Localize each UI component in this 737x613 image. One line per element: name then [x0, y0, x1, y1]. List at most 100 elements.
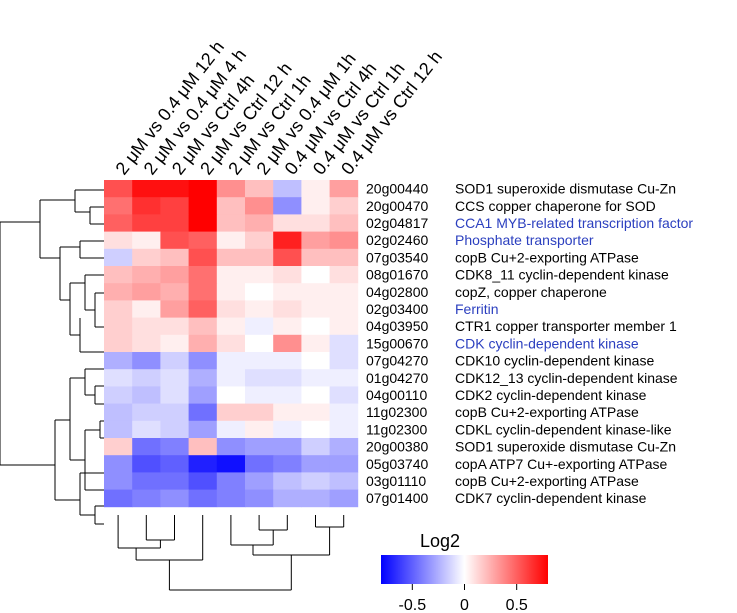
row-description-label: CDK8_11 cyclin-dependent kinase — [455, 267, 669, 283]
heatmap-cell — [216, 455, 246, 473]
heatmap-cell — [273, 266, 302, 284]
heatmap-cell — [188, 317, 218, 336]
heatmap-cell — [188, 248, 218, 267]
legend-ticks: -0.5 0 0.5 — [399, 584, 528, 613]
legend-tick-label: 0 — [460, 597, 469, 613]
heatmap-cell — [188, 455, 218, 473]
heatmap-cell — [329, 472, 359, 490]
heatmap-cell — [160, 248, 189, 267]
row-description-label: CTR1 copper transporter member 1 — [455, 318, 677, 334]
heatmap-cell — [216, 438, 246, 456]
heatmap-cell — [329, 300, 359, 318]
heatmap-cell — [132, 489, 161, 508]
heatmap-cell — [160, 231, 189, 250]
heatmap-cell — [160, 420, 189, 439]
row-description-label: Phosphate transporter — [455, 232, 594, 248]
heatmap-cell — [301, 266, 330, 284]
heatmap-cell — [216, 420, 246, 439]
row-id-label: 07g04270 — [366, 353, 429, 369]
row-id-label: 01g04270 — [366, 370, 429, 386]
heatmap-cell — [188, 386, 218, 404]
heatmap-cell — [301, 455, 330, 473]
heatmap-cell — [104, 455, 133, 473]
heatmap-cell — [329, 197, 359, 215]
heatmap-cell — [216, 369, 246, 387]
heatmap-cell — [301, 214, 330, 232]
heatmap-cell — [216, 334, 246, 353]
heatmap-cell — [104, 214, 133, 232]
heatmap-cell — [132, 386, 161, 404]
heatmap-cell — [245, 334, 274, 353]
heatmap-cell — [104, 420, 133, 439]
heatmap-cell — [245, 180, 274, 198]
heatmap-cell — [301, 352, 330, 370]
heatmap-cell — [216, 266, 246, 284]
heatmap-cell — [216, 300, 246, 318]
row-description-label: copB Cu+2-exporting ATPase — [455, 249, 639, 265]
heatmap-cell — [160, 472, 189, 490]
row-id-label: 02g03400 — [366, 301, 429, 317]
row-id-label: 02g02460 — [366, 232, 429, 248]
heatmap-cell — [132, 369, 161, 387]
row-id-label: 03g01110 — [366, 473, 426, 489]
heatmap-cell — [245, 386, 274, 404]
heatmap-cell — [329, 455, 359, 473]
row-description-label: CDKL cyclin-dependent kinase-like — [455, 421, 672, 437]
heatmap-cell — [301, 231, 330, 250]
heatmap-cell — [301, 180, 330, 198]
row-description-label: Ferritin — [455, 301, 499, 317]
heatmap-cell — [245, 489, 274, 508]
heatmap-cell — [132, 403, 161, 422]
heatmap-cell — [301, 403, 330, 422]
heatmap-cell — [329, 438, 359, 456]
heatmap-cell — [188, 283, 218, 301]
heatmap-cell — [104, 472, 133, 490]
heatmap-cell — [273, 334, 302, 353]
heatmap-cell — [329, 334, 359, 353]
heatmap-cell — [216, 472, 246, 490]
row-description-label: CDK2 cyclin-dependent kinase — [455, 387, 647, 403]
heatmap-cell — [188, 231, 218, 250]
heatmap-cell — [273, 420, 302, 439]
heatmap-cell — [188, 300, 218, 318]
heatmap-cell — [273, 386, 302, 404]
heatmap-cell — [301, 438, 330, 456]
heatmap-cell — [160, 334, 189, 353]
heatmap-cell — [104, 248, 133, 267]
heatmap-cell — [104, 300, 133, 318]
heatmap-cell — [216, 214, 246, 232]
row-id-label: 15g00670 — [366, 335, 429, 351]
heatmap-cell — [301, 283, 330, 301]
heatmap-cell — [104, 403, 133, 422]
heatmap-cell — [104, 438, 133, 456]
row-id-label: 07g03540 — [366, 249, 429, 265]
heatmap-cell — [329, 352, 359, 370]
heatmap-cell — [273, 369, 302, 387]
heatmap-cell — [160, 197, 189, 215]
heatmap-cell — [301, 369, 330, 387]
heatmap-cell — [216, 283, 246, 301]
legend-tick-label: -0.5 — [399, 597, 427, 613]
heatmap-cell — [160, 403, 189, 422]
heatmap-cell — [132, 248, 161, 267]
heatmap-cell — [329, 369, 359, 387]
heatmap-cell — [160, 369, 189, 387]
row-description-label: copB Cu+2-exporting ATPase — [455, 404, 639, 420]
heatmap-cell — [216, 403, 246, 422]
row-description-label: CCS copper chaperone for SOD — [455, 198, 656, 214]
row-id-label: 07g01400 — [366, 490, 429, 506]
heatmap-cell — [273, 197, 302, 215]
heatmap-cell — [104, 352, 133, 370]
heatmap-cell — [329, 248, 359, 267]
heatmap-cell — [160, 455, 189, 473]
column-dendrogram — [117, 515, 345, 591]
heatmap-cell — [301, 334, 330, 353]
heatmap-cell — [301, 248, 330, 267]
heatmap-cell — [273, 283, 302, 301]
heatmap-cell — [216, 248, 246, 267]
legend-tick-label: 0.5 — [506, 597, 528, 613]
heatmap-cell — [329, 420, 359, 439]
heatmap-cell — [329, 231, 359, 250]
heatmap-cell — [216, 197, 246, 215]
heatmap-cell — [301, 420, 330, 439]
